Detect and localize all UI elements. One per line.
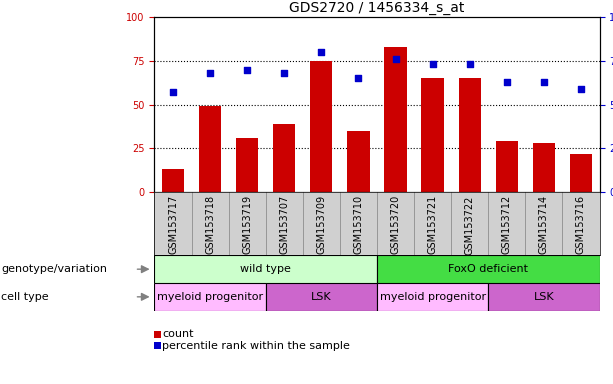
Text: GSM153709: GSM153709 [316,195,326,254]
Point [205,70,215,76]
Text: GSM153710: GSM153710 [354,195,364,254]
Text: GSM153722: GSM153722 [465,195,474,255]
Title: GDS2720 / 1456334_s_at: GDS2720 / 1456334_s_at [289,1,465,15]
Bar [348,131,370,192]
Text: percentile rank within the sample: percentile rank within the sample [162,341,350,351]
Point [539,79,549,85]
Point [576,86,586,92]
Text: GSM153718: GSM153718 [205,195,215,254]
Bar [266,283,377,311]
Text: FoxO deficient: FoxO deficient [448,264,528,274]
Point [390,56,400,62]
Bar [199,106,221,192]
Point [316,49,326,55]
Point [168,89,178,96]
Bar [273,124,295,192]
Bar [377,255,600,283]
Point [428,61,438,68]
Bar [496,141,518,192]
Bar [236,138,258,192]
Text: GSM153719: GSM153719 [242,195,252,254]
Bar [422,78,444,192]
Point [502,79,512,85]
Text: myeloid progenitor: myeloid progenitor [379,292,485,302]
Text: wild type: wild type [240,264,291,274]
Bar [489,283,600,311]
Text: GSM153720: GSM153720 [390,195,400,255]
Text: GSM153714: GSM153714 [539,195,549,254]
Bar [154,255,377,283]
Bar [377,283,489,311]
Bar [570,154,592,192]
Text: GSM153716: GSM153716 [576,195,586,254]
Bar [310,61,332,192]
Bar [162,169,184,192]
Point [465,61,474,68]
Bar [533,143,555,192]
Point [242,67,252,73]
Text: GSM153717: GSM153717 [168,195,178,255]
Point [354,75,364,81]
Bar [459,78,481,192]
Text: GSM153721: GSM153721 [428,195,438,255]
Text: LSK: LSK [311,292,332,302]
Bar [154,283,266,311]
Text: LSK: LSK [533,292,554,302]
Point [280,70,289,76]
Text: cell type: cell type [1,292,49,302]
Bar [384,47,406,192]
Text: GSM153712: GSM153712 [502,195,512,255]
Text: count: count [162,329,194,339]
Text: myeloid progenitor: myeloid progenitor [157,292,263,302]
Text: genotype/variation: genotype/variation [1,264,107,274]
Text: GSM153707: GSM153707 [280,195,289,255]
